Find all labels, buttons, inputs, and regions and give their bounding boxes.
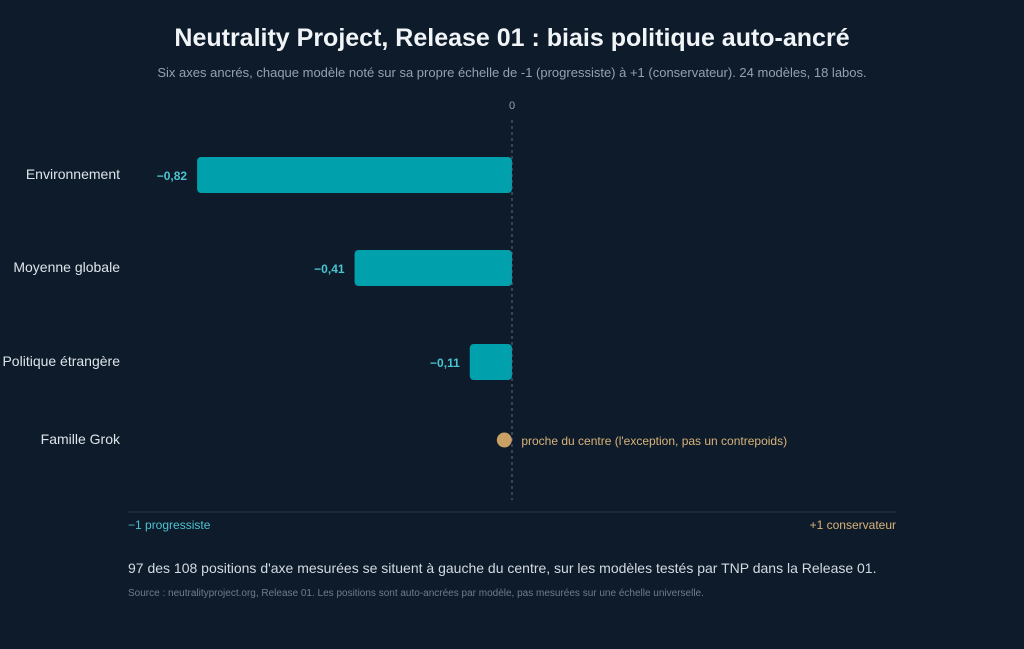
summary-note: 97 des 108 positions d'axe mesurées se s… [128, 560, 877, 576]
grok-point [496, 432, 512, 448]
category-label: Politique étrangère [2, 353, 120, 369]
bar-0 [197, 157, 512, 193]
axis-left-label: −1 progressiste [128, 518, 211, 532]
bar-value-label: −0,82 [157, 169, 188, 183]
axis-right-label: +1 conservateur [810, 518, 896, 532]
category-label: Environnement [26, 166, 120, 182]
bar-2 [469, 344, 512, 380]
zero-tick-label: 0 [509, 100, 515, 112]
category-label: Famille Grok [41, 431, 121, 447]
grok-point-label: proche du centre (l'exception, pas un co… [521, 434, 787, 448]
category-label: Moyenne globale [13, 259, 120, 275]
bar-value-label: −0,41 [314, 262, 345, 276]
bar-chart: 0 Environnement −0,82 Moyenne globale −0,41 P… [2, 100, 896, 532]
chart-title: Neutrality Project, Release 01 : biais p… [174, 24, 850, 52]
source-note: Source : neutralityproject.org, Release … [128, 588, 704, 599]
bar-1 [354, 250, 512, 286]
chart-subtitle: Six axes ancrés, chaque modèle noté sur … [157, 65, 867, 80]
bar-value-label: −0,11 [430, 356, 460, 370]
